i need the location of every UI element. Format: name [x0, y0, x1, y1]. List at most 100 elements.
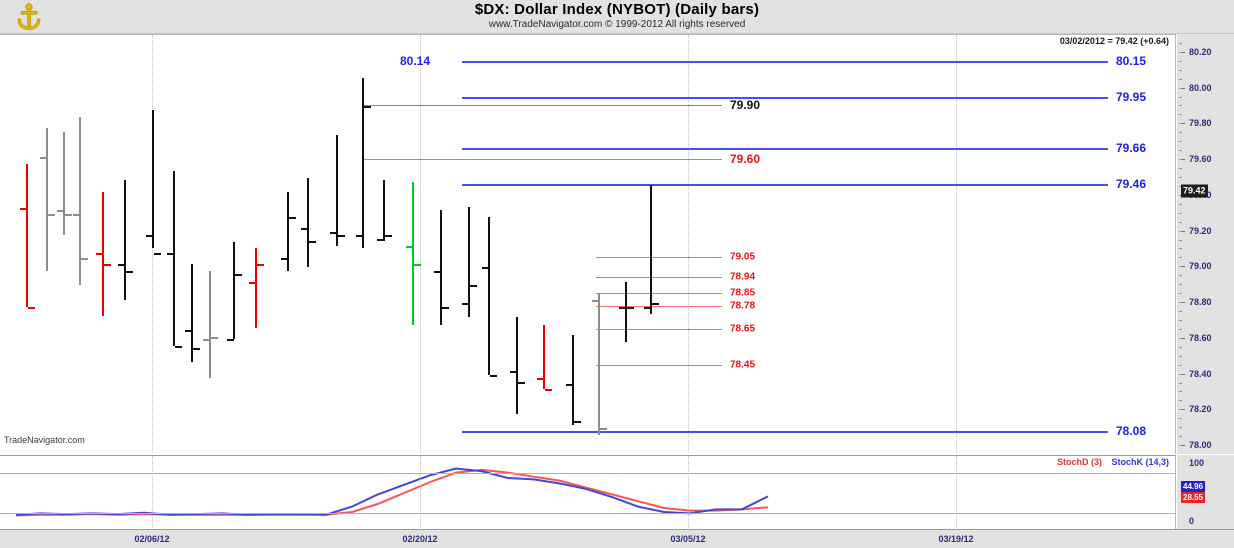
level-label-right: 78.65 [730, 323, 756, 335]
level-line[interactable] [364, 105, 722, 107]
level-label-right: 79.90 [730, 98, 761, 113]
anchor-icon [12, 2, 46, 32]
ohlc-bar [516, 317, 518, 414]
ohlc-close-tick [211, 337, 218, 340]
ohlc-open-tick [356, 235, 363, 238]
ohlc-close-tick [81, 258, 88, 261]
price-axis-minor-tick [1179, 302, 1182, 304]
ohlc-bar [625, 281, 627, 343]
current-price-marker: 79.42 [1181, 184, 1208, 198]
level-line[interactable] [596, 328, 722, 330]
level-line[interactable] [364, 159, 722, 161]
price-axis-minor-tick [1179, 176, 1182, 178]
date-axis-label: 03/19/12 [938, 534, 974, 544]
price-axis-minor-tick [1179, 114, 1182, 116]
level-line[interactable] [596, 305, 722, 307]
ohlc-open-tick [185, 329, 192, 332]
ohlc-bar [598, 294, 600, 436]
stochastic-reference-line [0, 472, 1175, 474]
level-label-right: 78.85 [730, 287, 756, 299]
ohlc-bar [650, 185, 652, 314]
price-axis-label: 78.20 [1189, 404, 1212, 415]
price-axis-minor-tick [1179, 275, 1182, 277]
price-chart-pane[interactable]: 03/02/2012 = 79.42 (+0.64) TradeNavigato… [0, 34, 1176, 454]
stochastic-pane[interactable]: StochD (3) StochK (14,3) [0, 455, 1176, 529]
price-axis-minor-tick [1179, 418, 1182, 420]
ohlc-close-tick [289, 217, 296, 220]
ohlc-close-tick [652, 303, 659, 306]
ohlc-open-tick [146, 235, 153, 238]
ohlc-bar [152, 110, 154, 248]
stochastic-curves [15, 467, 769, 517]
level-line[interactable] [596, 277, 722, 279]
price-axis-minor-tick [1179, 185, 1182, 187]
price-axis-tick [1179, 230, 1185, 232]
level-line[interactable] [462, 148, 1108, 151]
ohlc-open-tick [249, 281, 256, 284]
stochastic-axis[interactable]: 100 0 44.96 28.55 [1176, 455, 1234, 529]
stoch-d-line [15, 468, 769, 517]
ohlc-bar [440, 210, 442, 325]
level-line[interactable] [462, 96, 1108, 99]
date-axis-label: 03/05/12 [670, 534, 706, 544]
copyright-notice: www.TradeNavigator.com © 1999-2012 All r… [488, 19, 746, 30]
ohlc-bar [336, 135, 338, 246]
price-axis-minor-tick [1179, 203, 1182, 205]
price-axis-label: 79.60 [1189, 154, 1212, 165]
ohlc-open-tick [482, 267, 489, 270]
vertical-gridline [956, 456, 957, 529]
ohlc-close-tick [414, 263, 421, 266]
price-axis-tick [1179, 302, 1185, 304]
price-axis-minor-tick [1179, 311, 1182, 313]
price-axis-minor-tick [1179, 346, 1182, 348]
page-title: $DX: Dollar Index (NYBOT) (Daily bars) [474, 1, 760, 18]
price-axis-tick [1179, 373, 1185, 375]
ohlc-open-tick [203, 338, 210, 341]
level-line[interactable] [596, 293, 722, 295]
level-line[interactable] [596, 257, 722, 259]
ohlc-close-tick [364, 106, 371, 109]
price-axis-minor-tick [1179, 221, 1182, 223]
price-axis-tick [1179, 445, 1185, 447]
price-axis-minor-tick [1179, 436, 1182, 438]
quote-readout: 03/02/2012 = 79.42 (+0.64) [1059, 36, 1169, 46]
ohlc-close-tick [175, 345, 182, 348]
price-axis-minor-tick [1179, 355, 1182, 357]
date-axis[interactable]: 02/06/12 02/20/12 03/05/12 03/19/12 [0, 529, 1234, 548]
price-axis-minor-tick [1179, 159, 1182, 161]
price-axis-label: 78.60 [1189, 332, 1212, 343]
ohlc-bar [255, 247, 257, 329]
price-axis[interactable]: 80.2080.0079.8079.6079.4079.2079.0078.80… [1176, 34, 1234, 454]
price-axis-minor-tick [1179, 445, 1182, 447]
price-axis-label: 80.00 [1189, 82, 1212, 93]
price-axis-minor-tick [1179, 60, 1182, 62]
title-bar: $DX: Dollar Index (NYBOT) (Daily bars) w… [0, 0, 1234, 34]
date-axis-label: 02/06/12 [134, 534, 170, 544]
level-label-right: 78.45 [730, 359, 756, 371]
price-axis-minor-tick [1179, 69, 1182, 71]
price-axis-tick [1179, 51, 1185, 53]
ohlc-bar [543, 324, 545, 389]
ohlc-bar [63, 131, 65, 236]
ohlc-bar [124, 179, 126, 300]
level-line[interactable] [596, 364, 722, 366]
ohlc-close-tick [48, 213, 55, 216]
level-label-right: 80.15 [1116, 53, 1147, 68]
price-axis-minor-tick [1179, 328, 1182, 330]
price-axis-minor-tick [1179, 123, 1182, 125]
level-line[interactable] [462, 430, 1108, 433]
level-line[interactable] [462, 60, 1108, 63]
ohlc-close-tick [442, 306, 449, 309]
price-axis-tick [1179, 87, 1185, 89]
ohlc-open-tick [592, 299, 599, 302]
ohlc-close-tick [309, 240, 316, 243]
price-axis-tick [1179, 337, 1185, 339]
level-label-right: 78.78 [730, 300, 756, 312]
stoch-k-line [15, 467, 769, 516]
price-axis-tick [1179, 123, 1185, 125]
ohlc-close-tick [193, 347, 200, 350]
price-axis-label: 79.80 [1189, 118, 1212, 129]
ohlc-open-tick [301, 228, 308, 231]
level-line[interactable] [462, 184, 1108, 187]
